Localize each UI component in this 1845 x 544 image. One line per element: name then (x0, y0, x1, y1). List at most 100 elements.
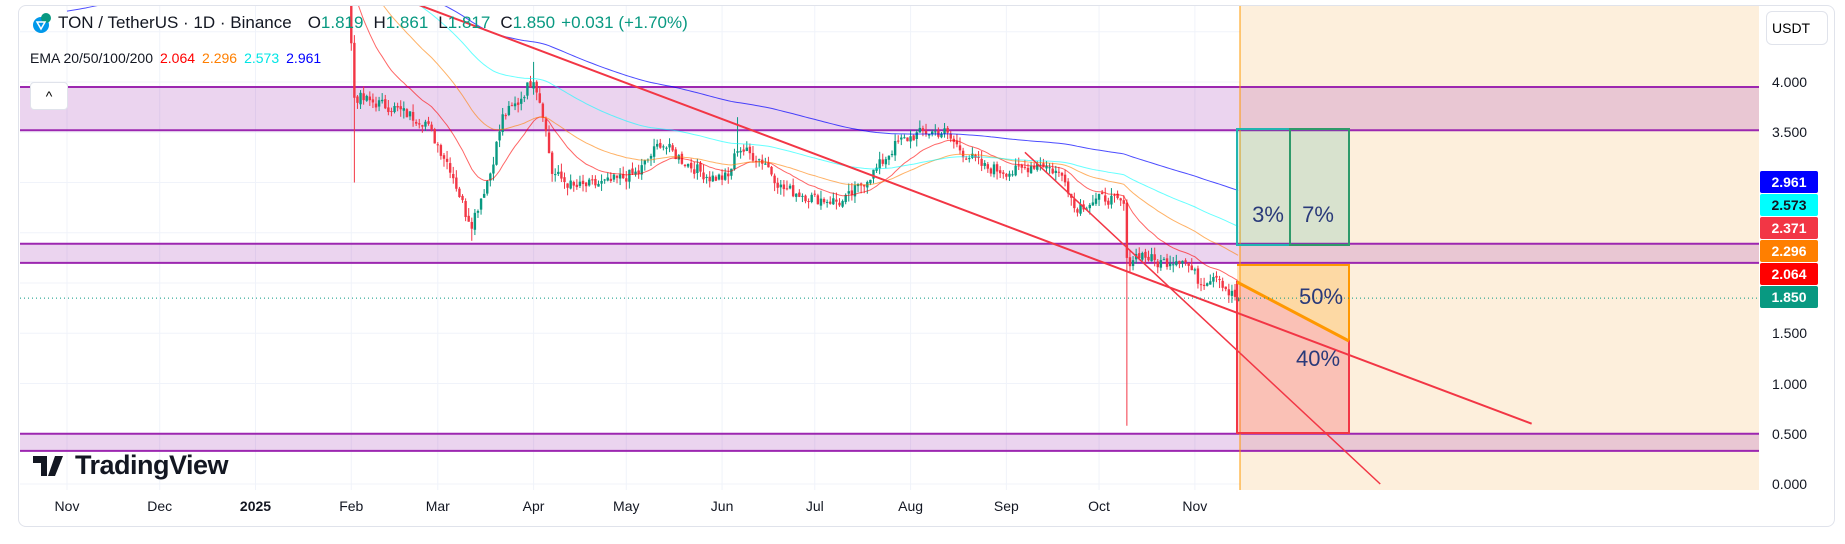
candle-body (748, 146, 752, 154)
candle-body (829, 201, 832, 204)
candle-body (998, 170, 1002, 174)
candle-body (853, 185, 857, 197)
candle-body (529, 81, 532, 88)
ema20-line (358, 6, 1239, 282)
candle-body (1039, 164, 1042, 166)
candle-body (501, 114, 504, 132)
candle-body (1196, 268, 1200, 284)
candle-body (662, 146, 665, 148)
box-percent-50: 50% (1298, 284, 1344, 309)
candle-body (1184, 260, 1187, 263)
candle-body (1190, 265, 1193, 271)
candle-body (955, 140, 959, 145)
candle-body (1066, 181, 1070, 194)
candle-body (1181, 260, 1184, 264)
ema-legend[interactable]: EMA 20/50/100/200 2.064 2.296 2.573 2.96… (30, 50, 321, 66)
candle-body (1104, 195, 1107, 202)
candle-body (813, 193, 816, 195)
candle-body (992, 164, 996, 175)
ohlc-change: +0.031 (+1.70%) (561, 13, 688, 32)
candle-body (1029, 166, 1033, 174)
candle-body (368, 96, 372, 101)
candle-body (689, 162, 693, 169)
candle-body (693, 169, 696, 174)
candle-body (924, 130, 928, 135)
candle-body (452, 174, 455, 179)
target-box-50pct (1237, 265, 1349, 341)
candle-body (964, 158, 968, 160)
candle-body (1036, 163, 1039, 170)
candle-body (1128, 257, 1132, 267)
price-axis-label: 3.500 (1772, 124, 1808, 141)
candle-body (727, 173, 730, 177)
candle-body (720, 175, 724, 180)
candle-body (757, 159, 761, 161)
candle-body (424, 121, 427, 127)
candle-body (931, 131, 934, 135)
candle-body (723, 172, 727, 180)
price-badge: 2.573 (1760, 194, 1818, 216)
candle-body (467, 215, 470, 222)
candle-body (655, 143, 659, 147)
candle-body (384, 99, 387, 109)
candle-body (1162, 259, 1166, 261)
candle-body (359, 92, 362, 105)
time-axis-label: Nov (54, 498, 80, 514)
currency-button[interactable]: USDT (1766, 11, 1828, 45)
candle-body (1076, 209, 1079, 213)
candle-body (983, 163, 986, 166)
candle-body (733, 153, 736, 170)
candle-body (414, 121, 418, 124)
candle-body (572, 182, 575, 186)
candle-body (380, 99, 384, 102)
candle-body (581, 180, 585, 185)
candle-body (1236, 298, 1240, 302)
candle-body (538, 93, 541, 103)
candle-body (683, 164, 687, 167)
candle-body (1159, 260, 1163, 268)
candle-body (739, 150, 742, 153)
candle-body (504, 115, 507, 117)
candle-body (578, 181, 582, 186)
candle-body (588, 179, 591, 186)
candle-body (557, 171, 560, 175)
candle-body (745, 147, 748, 152)
trendline (418, 6, 1533, 425)
support-resistance-zone (20, 243, 1759, 263)
candle-body (1088, 204, 1091, 209)
candle-body (532, 82, 535, 89)
candle-body (903, 137, 906, 139)
candle-body (1094, 198, 1098, 204)
candle-body (1002, 172, 1005, 174)
candle-body (1199, 284, 1203, 286)
candle-body (495, 141, 498, 165)
candle-body (427, 121, 430, 124)
candle-body (486, 181, 489, 194)
candle-body (563, 177, 566, 183)
candle-body (788, 185, 792, 189)
support-resistance-zone (20, 87, 1759, 131)
candle-body (594, 178, 597, 186)
candle-body (798, 192, 801, 197)
candle-body (1116, 193, 1119, 199)
collapse-legend-button[interactable]: ^ (30, 82, 68, 110)
support-resistance-zone (20, 433, 1759, 451)
candle-body (884, 159, 888, 165)
candle-body (458, 188, 461, 198)
candle-body (816, 195, 820, 205)
candle-body (628, 169, 631, 182)
symbol-title[interactable]: TON / TetherUS · 1D · Binance (58, 13, 292, 32)
candle-body (779, 184, 782, 188)
candle-body (1193, 269, 1197, 271)
candle-body (878, 159, 881, 169)
tradingview-logo[interactable]: TradingView (33, 450, 229, 481)
candle-body (890, 153, 894, 156)
candle-body (1168, 263, 1172, 267)
candle-body (1119, 198, 1122, 201)
candle-body (949, 133, 952, 139)
candle-body (513, 103, 517, 107)
candle-body (754, 160, 758, 162)
candle-body (906, 137, 909, 142)
ema20-value: 2.064 (160, 50, 196, 66)
